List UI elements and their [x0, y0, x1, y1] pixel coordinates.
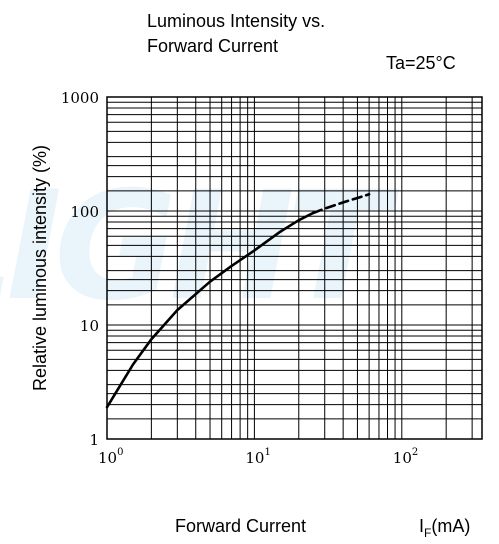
chart-title-line-2: Forward Current [147, 36, 278, 56]
x-unit-label: IF(mA) [419, 516, 470, 540]
grid [106, 96, 483, 440]
y-tick-label: 10 [80, 317, 99, 335]
watermark: LIGHT [0, 160, 408, 334]
x-tick-label: 102 [393, 447, 418, 467]
x-unit-tail: (mA) [431, 516, 470, 536]
condition-label: Ta=25°C [386, 53, 456, 73]
y-axis-label: Relative luminous intensity (%) [30, 145, 50, 391]
x-axis-label: Forward Current [175, 516, 306, 536]
series-lines [105, 193, 371, 409]
watermark-text: LIGHT [0, 160, 400, 334]
y-tick-label: 100 [70, 203, 99, 221]
series-line-dashed [311, 193, 371, 215]
y-tick-label: 1000 [61, 89, 99, 107]
chart-title-line-1: Luminous Intensity vs. [147, 11, 325, 31]
x-unit-sub: F [424, 526, 431, 540]
x-tick-label: 100 [98, 447, 123, 467]
x-unit-main: I [419, 516, 424, 536]
y-tick-label: 1 [89, 431, 99, 449]
plot-frame [106, 96, 483, 440]
series-line-solid [105, 211, 315, 409]
tick-labels: 1 10 100 1000 100 101 102 [61, 89, 418, 467]
x-tick-label: 101 [245, 447, 270, 467]
